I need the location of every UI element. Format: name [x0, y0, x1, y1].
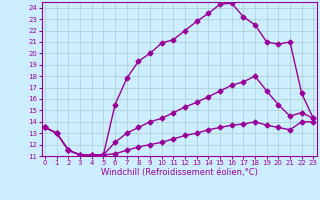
X-axis label: Windchill (Refroidissement éolien,°C): Windchill (Refroidissement éolien,°C) [101, 168, 258, 177]
